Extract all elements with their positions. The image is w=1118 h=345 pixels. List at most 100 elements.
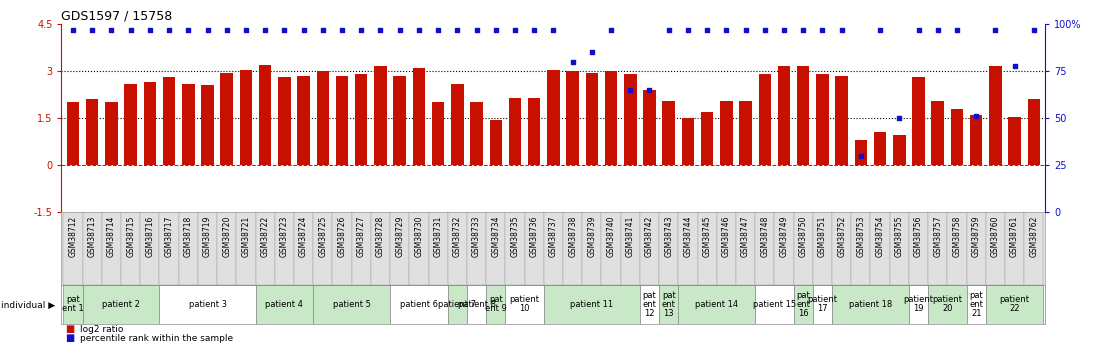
Point xyxy=(929,27,947,32)
Text: GSM38736: GSM38736 xyxy=(530,216,539,257)
Point xyxy=(467,27,485,32)
Text: GSM38719: GSM38719 xyxy=(203,216,212,257)
Text: GSM38745: GSM38745 xyxy=(702,216,712,257)
Text: patient 6: patient 6 xyxy=(400,300,438,309)
Bar xyxy=(451,84,464,165)
Bar xyxy=(547,70,560,165)
Text: patient 8: patient 8 xyxy=(457,300,495,309)
Bar xyxy=(256,212,275,285)
Text: GSM38746: GSM38746 xyxy=(722,216,731,257)
Text: GSM38723: GSM38723 xyxy=(280,216,288,257)
Bar xyxy=(755,285,794,324)
Bar xyxy=(236,212,256,285)
Bar xyxy=(160,212,179,285)
Bar xyxy=(432,102,444,165)
Text: GSM38733: GSM38733 xyxy=(472,216,481,257)
Bar xyxy=(471,102,483,165)
Bar xyxy=(758,74,771,165)
Text: pat
ent 1: pat ent 1 xyxy=(63,295,84,314)
Text: patient 7: patient 7 xyxy=(438,300,476,309)
Point xyxy=(833,27,851,32)
Text: patient
22: patient 22 xyxy=(999,295,1030,314)
Bar xyxy=(375,67,387,165)
Point xyxy=(371,27,389,32)
Text: patient 4: patient 4 xyxy=(265,300,303,309)
Bar xyxy=(1027,99,1040,165)
Text: GSM38722: GSM38722 xyxy=(260,216,269,257)
Point xyxy=(756,27,774,32)
Point xyxy=(391,27,409,32)
Text: patient 5: patient 5 xyxy=(333,300,370,309)
Bar xyxy=(335,76,349,165)
Point xyxy=(948,27,966,32)
Bar xyxy=(1005,212,1024,285)
Point xyxy=(429,27,447,32)
Bar xyxy=(447,212,467,285)
Bar xyxy=(1024,212,1043,285)
Bar xyxy=(201,85,214,165)
Bar xyxy=(986,285,1043,324)
Text: GSM38713: GSM38713 xyxy=(87,216,97,257)
Bar xyxy=(639,212,660,285)
Text: GSM38754: GSM38754 xyxy=(875,216,884,257)
Text: ■: ■ xyxy=(65,324,74,334)
Bar xyxy=(835,76,847,165)
Point xyxy=(122,27,140,32)
Bar xyxy=(509,98,521,165)
Bar xyxy=(356,74,368,165)
Point xyxy=(563,59,581,65)
Bar xyxy=(394,76,406,165)
Bar xyxy=(239,70,253,165)
Text: GSM38734: GSM38734 xyxy=(491,216,500,257)
Point xyxy=(1025,27,1043,32)
Text: GSM38760: GSM38760 xyxy=(991,216,999,257)
Text: GSM38735: GSM38735 xyxy=(511,216,520,257)
Text: GSM38762: GSM38762 xyxy=(1030,216,1039,257)
Text: GSM38757: GSM38757 xyxy=(934,216,942,257)
Text: GSM38747: GSM38747 xyxy=(741,216,750,257)
Bar xyxy=(198,212,217,285)
Text: individual ▶: individual ▶ xyxy=(1,301,55,310)
Bar xyxy=(928,212,947,285)
Bar xyxy=(105,102,117,165)
Text: GSM38728: GSM38728 xyxy=(376,216,385,257)
Point xyxy=(218,27,236,32)
Text: GSM38744: GSM38744 xyxy=(683,216,692,257)
Point xyxy=(775,27,793,32)
Text: patient 3: patient 3 xyxy=(189,300,227,309)
Bar xyxy=(601,212,620,285)
Bar xyxy=(124,84,136,165)
Text: GSM38753: GSM38753 xyxy=(856,216,865,257)
Bar xyxy=(775,212,794,285)
Text: GSM38737: GSM38737 xyxy=(549,216,558,257)
Bar xyxy=(720,101,732,165)
Text: GSM38718: GSM38718 xyxy=(183,216,192,257)
Point xyxy=(525,27,543,32)
Point xyxy=(910,27,928,32)
Point xyxy=(179,27,197,32)
Text: patient 2: patient 2 xyxy=(102,300,140,309)
Bar xyxy=(778,67,790,165)
Bar xyxy=(679,285,755,324)
Point xyxy=(333,27,351,32)
Bar xyxy=(624,74,636,165)
Point xyxy=(814,27,832,32)
Bar xyxy=(701,112,713,165)
Point xyxy=(852,153,870,158)
Text: GSM38751: GSM38751 xyxy=(818,216,827,257)
Bar xyxy=(832,285,909,324)
Bar xyxy=(505,285,543,324)
Bar xyxy=(486,212,505,285)
Point xyxy=(256,27,274,32)
Bar xyxy=(567,71,579,165)
Point xyxy=(84,27,101,32)
Point xyxy=(410,27,428,32)
Bar xyxy=(490,120,502,165)
Bar xyxy=(352,212,371,285)
Bar xyxy=(486,285,505,324)
Bar xyxy=(947,212,967,285)
Text: GSM38727: GSM38727 xyxy=(357,216,366,257)
Point xyxy=(737,27,755,32)
Bar xyxy=(794,212,813,285)
Point xyxy=(986,27,1004,32)
